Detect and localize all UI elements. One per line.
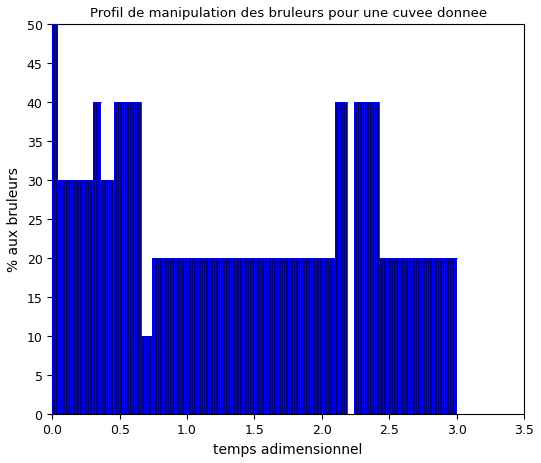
Bar	[152, 258, 335, 414]
Bar	[52, 25, 57, 414]
Bar	[335, 103, 347, 414]
Bar	[114, 103, 141, 414]
Y-axis label: % aux bruleurs: % aux bruleurs	[7, 167, 21, 272]
Bar	[57, 181, 93, 414]
X-axis label: temps adimensionnel: temps adimensionnel	[214, 442, 363, 456]
Bar	[101, 181, 114, 414]
Bar	[141, 336, 152, 414]
Bar	[379, 258, 457, 414]
Title: Profil de manipulation des bruleurs pour une cuvee donnee: Profil de manipulation des bruleurs pour…	[90, 7, 487, 20]
Bar	[93, 103, 101, 414]
Bar	[354, 103, 379, 414]
